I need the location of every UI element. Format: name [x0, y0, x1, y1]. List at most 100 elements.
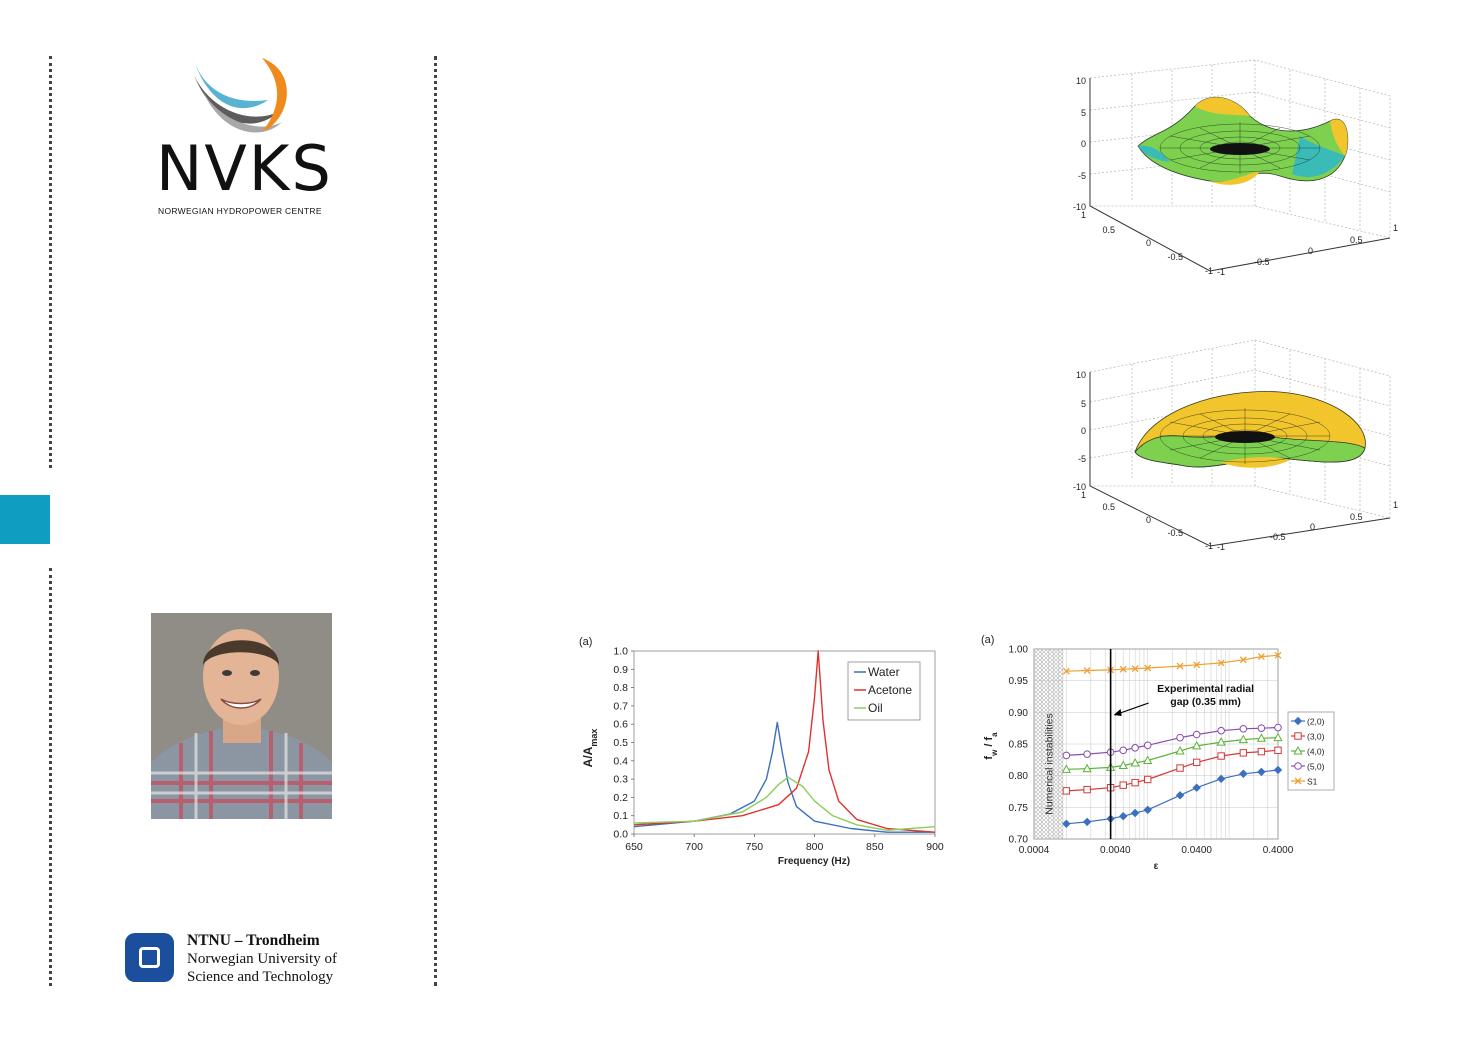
z-tick: 10 — [1076, 370, 1086, 380]
series-line — [1066, 654, 1279, 672]
x-tick: 0.5 — [1350, 235, 1363, 245]
ntnu-emblem-icon — [125, 933, 174, 982]
y-tick-label: 0.95 — [1009, 676, 1029, 687]
data-point — [1062, 667, 1070, 675]
x-tick-label: 0.0040 — [1100, 845, 1131, 856]
data-point — [1256, 733, 1267, 742]
y-tick: 1 — [1081, 490, 1086, 500]
z-tick: 0 — [1081, 139, 1086, 149]
x-tick-label: 0.4000 — [1263, 845, 1294, 856]
y-tick-label: 0.80 — [1009, 771, 1029, 782]
x-axis-label: ε — [1154, 861, 1159, 872]
logo-wordmark: NVKS — [156, 132, 333, 205]
data-point — [1192, 783, 1201, 792]
data-point — [1293, 716, 1303, 726]
y-tick-label: 0.90 — [1009, 708, 1029, 719]
x-tick: -0.5 — [1270, 532, 1286, 542]
ntnu-university-line: Norwegian University of — [187, 951, 337, 967]
data-point — [1273, 765, 1283, 775]
legend-label: (3,0) — [1307, 732, 1325, 742]
y-tick: -1 — [1205, 266, 1213, 276]
dotted-divider-left-top — [49, 56, 52, 468]
data-point — [1294, 762, 1302, 770]
data-point — [1274, 723, 1282, 732]
section-tab-marker — [0, 495, 50, 544]
data-point — [1143, 775, 1152, 784]
data-point — [1118, 760, 1128, 770]
ntnu-name: NTNU – Trondheim — [187, 932, 320, 949]
data-point — [1239, 769, 1248, 778]
y-axis-label: fw / fa — [983, 732, 999, 760]
data-point — [1119, 746, 1128, 755]
x-tick-label: 650 — [625, 841, 643, 853]
z-tick: 10 — [1076, 76, 1086, 86]
legend: (2,0) (3,0) (4,0) (5,0) S1 — [1287, 711, 1335, 791]
data-point — [1193, 661, 1201, 669]
frequency-ratio-chart: (a) Numerical instabilities 0.70 0.75 0.80… — [981, 634, 1335, 872]
x-tick: -0.5 — [1254, 257, 1270, 267]
data-point — [1144, 664, 1152, 672]
data-point — [1239, 749, 1248, 757]
legend-label: (2,0) — [1307, 717, 1325, 727]
logo-subtitle: NORWEGIAN HYDROPOWER CENTRE — [158, 206, 322, 216]
data-point — [1217, 726, 1225, 735]
series-line — [1066, 737, 1279, 770]
data-point — [1062, 787, 1071, 795]
surface-plot-mode-wavy: 10 5 0 -5 -10 1 0.5 0 -0.5 -1 -1 -0.5 0 … — [1073, 59, 1398, 277]
data-point — [1143, 741, 1152, 750]
panel-label: (a) — [579, 636, 592, 648]
legend-label: S1 — [1307, 777, 1318, 787]
data-point — [1061, 764, 1072, 773]
data-point — [1239, 725, 1248, 733]
legend: Water Acetone Oil — [847, 661, 921, 721]
y-tick-label: 0.0 — [613, 829, 628, 841]
data-point — [1216, 774, 1226, 784]
data-point — [1176, 764, 1184, 772]
y-tick-label: 0.1 — [613, 810, 628, 822]
data-point — [1192, 758, 1201, 767]
y-tick: -0.5 — [1167, 252, 1183, 262]
x-axis-label: Frequency (Hz) — [778, 856, 850, 867]
data-point — [1257, 767, 1266, 777]
data-point — [1119, 781, 1127, 789]
y-tick-label: 0.3 — [613, 774, 628, 786]
data-point — [1130, 808, 1140, 818]
x-tick-label: 0.0400 — [1181, 845, 1212, 856]
data-point — [1131, 665, 1139, 673]
y-tick: 0.5 — [1102, 502, 1115, 512]
ntnu-science-line: Science and Technology — [187, 969, 334, 985]
data-point — [1083, 785, 1091, 794]
z-tick: 5 — [1081, 108, 1086, 118]
y-tick: 0 — [1146, 515, 1151, 525]
x-tick: 1 — [1393, 500, 1398, 510]
series-50 — [1062, 723, 1282, 760]
arrow-head — [1113, 709, 1122, 716]
instability-label: Numerical instabilities — [1044, 713, 1056, 815]
y-tick-label: 0.8 — [613, 682, 628, 694]
data-point — [1176, 662, 1184, 670]
data-point — [1119, 811, 1128, 821]
y-tick-label: 0.75 — [1009, 803, 1029, 814]
nvks-logo: NVKS NORWEGIAN HYDROPOWER CENTRE — [150, 50, 340, 220]
data-point — [1217, 752, 1225, 760]
y-tick-label: 0.5 — [613, 737, 628, 749]
y-tick: -1 — [1205, 541, 1213, 551]
legend-label: Water — [868, 665, 900, 679]
data-point — [1082, 817, 1092, 827]
data-point — [1143, 755, 1153, 764]
x-tick-label: 750 — [746, 841, 764, 853]
nvks-logo-swoosh — [192, 55, 287, 133]
data-point — [1217, 659, 1225, 667]
data-point — [1293, 745, 1303, 755]
y-tick-label: 0.2 — [613, 792, 628, 804]
dotted-divider-left-bottom — [49, 568, 52, 986]
y-tick: -0.5 — [1167, 528, 1183, 538]
y-tick: 1 — [1081, 210, 1086, 220]
data-point — [1131, 744, 1139, 752]
z-tick: 5 — [1081, 399, 1086, 409]
y-tick-label: 0.4 — [613, 755, 628, 767]
data-point — [1119, 665, 1127, 673]
data-point — [1062, 819, 1071, 829]
data-point — [1257, 653, 1265, 661]
legend-label: Acetone — [868, 683, 912, 697]
